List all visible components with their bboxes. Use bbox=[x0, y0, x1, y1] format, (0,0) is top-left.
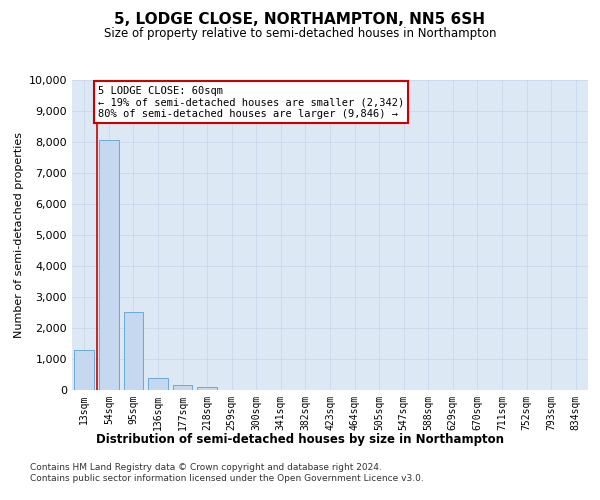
Text: Contains HM Land Registry data © Crown copyright and database right 2024.: Contains HM Land Registry data © Crown c… bbox=[30, 462, 382, 471]
Bar bbox=[197, 387, 217, 390]
Text: Size of property relative to semi-detached houses in Northampton: Size of property relative to semi-detach… bbox=[104, 28, 496, 40]
Y-axis label: Number of semi-detached properties: Number of semi-detached properties bbox=[14, 132, 25, 338]
Text: 5 LODGE CLOSE: 60sqm
← 19% of semi-detached houses are smaller (2,342)
80% of se: 5 LODGE CLOSE: 60sqm ← 19% of semi-detac… bbox=[98, 86, 404, 119]
Text: Contains public sector information licensed under the Open Government Licence v3: Contains public sector information licen… bbox=[30, 474, 424, 483]
Bar bbox=[99, 140, 119, 390]
Text: 5, LODGE CLOSE, NORTHAMPTON, NN5 6SH: 5, LODGE CLOSE, NORTHAMPTON, NN5 6SH bbox=[115, 12, 485, 28]
Text: Distribution of semi-detached houses by size in Northampton: Distribution of semi-detached houses by … bbox=[96, 432, 504, 446]
Bar bbox=[124, 312, 143, 390]
Bar bbox=[173, 385, 193, 390]
Bar bbox=[148, 378, 168, 390]
Bar bbox=[74, 350, 94, 390]
